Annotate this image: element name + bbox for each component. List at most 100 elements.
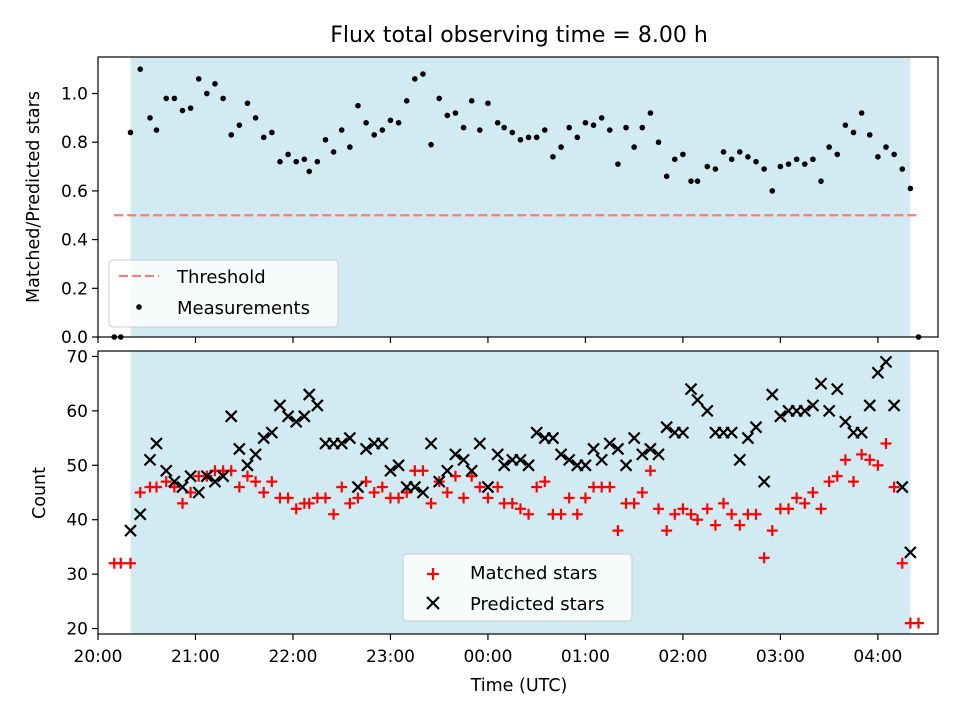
matched-star-point [376,481,388,493]
predicted-star-point [392,459,405,472]
predicted-star-point [281,410,295,423]
predicted-star-point [376,437,389,450]
measurement-point [314,158,321,165]
x-tick-label: 21:00 [171,647,220,667]
predicted-star-point [359,442,373,456]
matched-star-point [506,497,518,509]
predicted-star-point [798,404,812,418]
top-title: Flux total observing time = 8.00 h [330,23,708,48]
predicted-star-point [701,404,714,418]
matched-star-point [758,552,770,564]
measurement-point [460,124,467,131]
predicted-star-point [822,404,836,418]
measurement-point [818,178,824,184]
matched-star-point [124,557,136,569]
matched-star-point [523,508,535,520]
legend-matched-swatch [427,568,439,580]
x-tick-label: 03:00 [756,647,805,667]
predicted-star-point [871,366,885,380]
measurement-point [187,105,194,111]
matched-star-point [482,492,494,504]
predicted-star-point [491,448,504,461]
measurement-point [736,149,743,155]
predicted-star-point [408,480,422,494]
measurement-point [228,132,235,138]
matched-star-point [831,470,843,482]
predicted-star-point [273,399,287,412]
matched-star-point [563,492,575,504]
matched-star-point [531,481,543,493]
measurement-point [582,119,589,126]
y-tick-label: 0.6 [61,182,88,202]
predicted-star-point [441,464,454,478]
matched-star-point [848,476,860,488]
measurement-point [907,185,914,192]
measurement-point [858,110,865,116]
measurement-point [147,115,153,121]
predicted-star-point [159,464,173,478]
measurement-point [810,156,816,163]
measurement-point [623,124,629,131]
predicted-star-point [481,480,495,494]
matched-star-point [319,492,331,504]
matched-star-point [571,508,583,520]
matched-star-point [815,503,827,515]
matched-star-point [839,454,851,466]
matched-star-point [888,481,900,493]
legend-matched-label: Matched stars [470,563,597,584]
measurement-point [598,115,605,121]
measurement-point [212,80,218,87]
measurement-point [647,110,654,116]
predicted-star-point [249,448,262,461]
predicted-star-point [636,448,649,461]
matched-star-point [368,487,380,498]
measurement-point [542,127,548,133]
matched-star-point [425,497,437,509]
measurement-point [277,158,283,165]
matched-star-point [750,508,762,520]
matched-star-point [328,508,340,520]
measurement-point [550,154,556,160]
measurement-point [285,151,291,158]
predicted-star-point [627,431,641,445]
matched-star-point [799,497,811,509]
bottom-legend-box [402,553,633,622]
measurement-point [395,119,402,126]
matched-star-point [417,465,429,477]
predicted-star-point [579,459,592,472]
y-tick-label: 1.0 [61,85,88,105]
measurement-point [220,95,226,102]
predicted-star-point [733,453,747,467]
predicted-star-point [233,442,246,456]
matched-star-point [880,438,892,450]
measurement-point [704,163,711,170]
matched-star-point [344,497,356,509]
measurement-point [485,100,491,107]
predicted-star-point [143,453,157,467]
predicted-star-point [473,437,487,450]
measurement-point [195,76,202,82]
measurement-point [468,98,475,104]
predicted-star-point [830,382,844,396]
measurement-point [639,124,646,131]
measurement-point [769,188,776,194]
matched-star-point [290,503,302,515]
y-tick-label: 0.0 [61,328,88,348]
y-tick-label: 20 [66,620,88,640]
matched-star-point [160,476,172,488]
predicted-star-point [587,442,600,456]
predicted-star-point [311,399,324,412]
predicted-star-point [208,475,222,488]
predicted-star-point [887,399,901,412]
measurement-point [306,168,313,175]
predicted-star-point [257,431,271,445]
measurement-point [834,151,841,158]
measurement-point [566,124,572,131]
predicted-star-point [416,486,430,499]
bottom-y-axis: 20 30 40 50 60 70 [66,347,98,640]
measurement-point [694,178,701,184]
measurement-point [322,136,329,143]
measurement-point [387,117,394,124]
matched-star-point [872,459,884,471]
